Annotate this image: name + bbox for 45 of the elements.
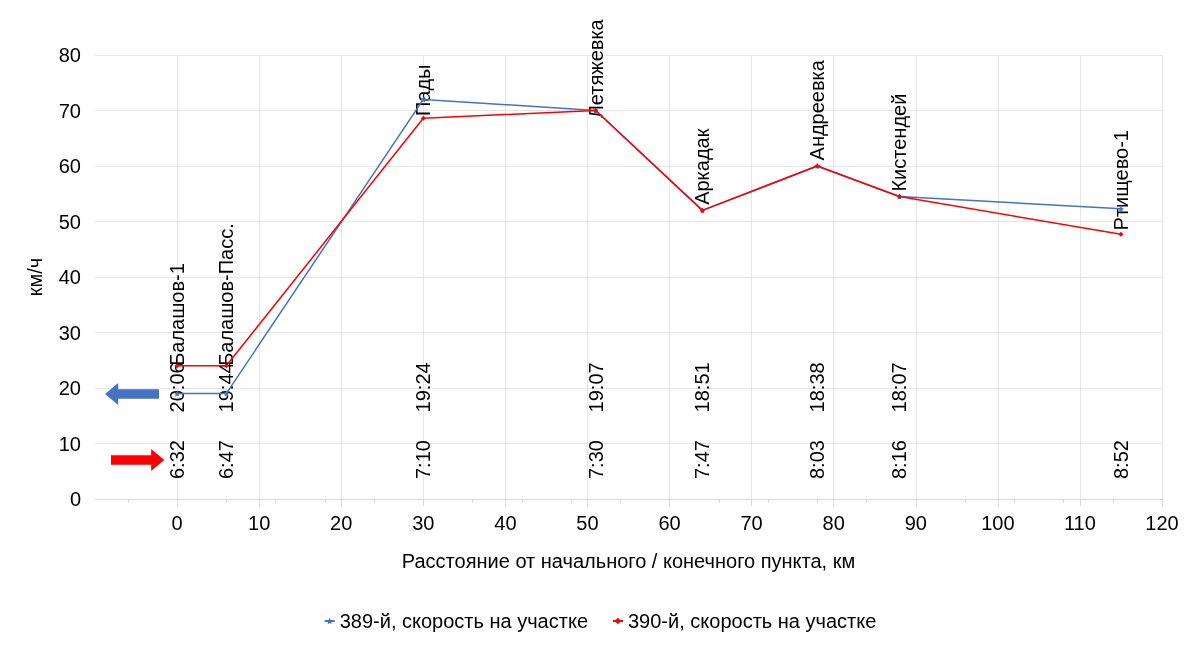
y-tick-label: 40 [58,266,81,288]
annotation: Аркадак [691,128,714,205]
y-tick-label: 80 [58,44,81,66]
x-tick-label: 90 [904,512,927,534]
x-tick-label: 110 [1063,512,1096,534]
annotation: 18:38 [806,362,829,413]
annotation: 6:32 [166,440,189,480]
y-tick-label: 20 [58,377,81,399]
x-tick-label: 20 [330,512,353,534]
annotation: Ртищево-1 [1109,130,1132,231]
x-axis-title: Расстояние от начального / конечного пункта, км [401,550,856,572]
annotation: 7:30 [584,440,607,480]
y-tick-label: 10 [58,432,81,455]
y-tick-label: 0 [69,488,81,510]
x-tick-label: 80 [822,512,845,534]
y-tick-label: 30 [58,321,81,344]
annotation: 18:07 [888,362,911,413]
annotation: Пады [412,64,435,117]
annotation: 19:24 [412,362,435,413]
x-tick-label: 120 [1145,512,1179,534]
legend-label: 389-й, скорость на участке [339,610,589,632]
x-tick-label: 70 [740,512,763,534]
annotation: 8:52 [1109,440,1132,480]
annotation: 7:10 [412,440,435,480]
y-tick-label: 50 [58,210,81,233]
x-tick-label: 30 [412,512,435,534]
y-tick-label: 70 [58,99,81,122]
annotation: 6:47 [215,440,238,480]
x-tick-label: 0 [171,512,183,534]
x-tick-label: 50 [576,512,599,534]
x-tick-label: 60 [658,512,681,534]
annotation: 8:03 [806,440,829,480]
annotation: 8:16 [888,440,911,480]
legend-label: 390-й, скорость на участке [628,610,877,632]
annotation: Кистендей [888,93,911,192]
annotation: Летяжевка [584,18,607,119]
x-tick-label: 10 [248,512,271,534]
annotation: 18:51 [691,362,714,413]
annotation: Андреевка [806,59,829,161]
y-tick-label: 60 [58,155,81,177]
y-axis-title: км/ч [24,257,46,297]
annotation: 7:47 [691,440,714,480]
x-tick-label: 100 [981,512,1015,534]
annotation: 19:07 [584,362,607,413]
x-tick-label: 40 [494,512,517,534]
